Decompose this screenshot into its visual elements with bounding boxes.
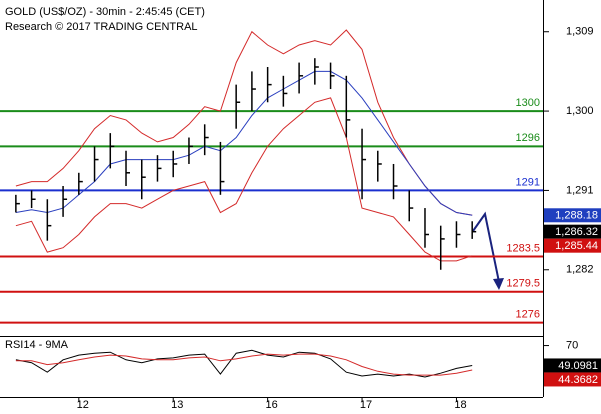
price-tag [544, 238, 601, 253]
rsi-line [15, 349, 473, 378]
level-label: 1296 [516, 132, 540, 144]
forecast-arrow [472, 211, 500, 283]
level-label: 1283.5 [506, 242, 540, 254]
price-tag [544, 208, 601, 223]
chart-title: GOLD (US$/OZ) - 30min - 2:45:45 (CET) [5, 6, 205, 18]
bollinger-band [15, 97, 473, 262]
x-tick-label: 17 [360, 399, 372, 411]
y-tick-label: 70 [566, 339, 578, 351]
y-tick-label: 1,300 [566, 105, 594, 117]
rsi-title: RSI14 - 9MA [5, 339, 69, 351]
price-tag-label: 1,288.18 [555, 210, 598, 222]
x-tick-label: 18 [454, 399, 466, 411]
x-tick-label: 12 [77, 399, 89, 411]
price-tag-label: 1,285.44 [555, 240, 598, 252]
y-tick-label: 1,282 [566, 264, 594, 276]
bollinger-band [15, 29, 473, 216]
y-tick-label: 1,309 [566, 26, 594, 38]
price-tag-label: 1,286.32 [555, 226, 598, 238]
level-label: 1279.5 [506, 278, 540, 290]
level-label: 1300 [516, 97, 540, 109]
x-tick-label: 16 [266, 399, 278, 411]
chart-subtitle: Research © 2017 TRADING CENTRAL [5, 21, 198, 33]
price-tag-label: 49.0981 [558, 360, 598, 372]
y-tick-label: 1,291 [566, 184, 594, 196]
level-label: 1291 [516, 176, 540, 188]
price-tag [544, 372, 601, 387]
moving-average [15, 70, 473, 216]
price-tag-label: 44.3682 [558, 374, 598, 386]
rsi-line [15, 353, 473, 376]
forecast-arrowhead [493, 278, 504, 290]
level-label: 1276 [516, 309, 540, 321]
x-tick-label: 13 [171, 399, 183, 411]
price-tag [544, 224, 601, 239]
price-tag [544, 358, 601, 373]
